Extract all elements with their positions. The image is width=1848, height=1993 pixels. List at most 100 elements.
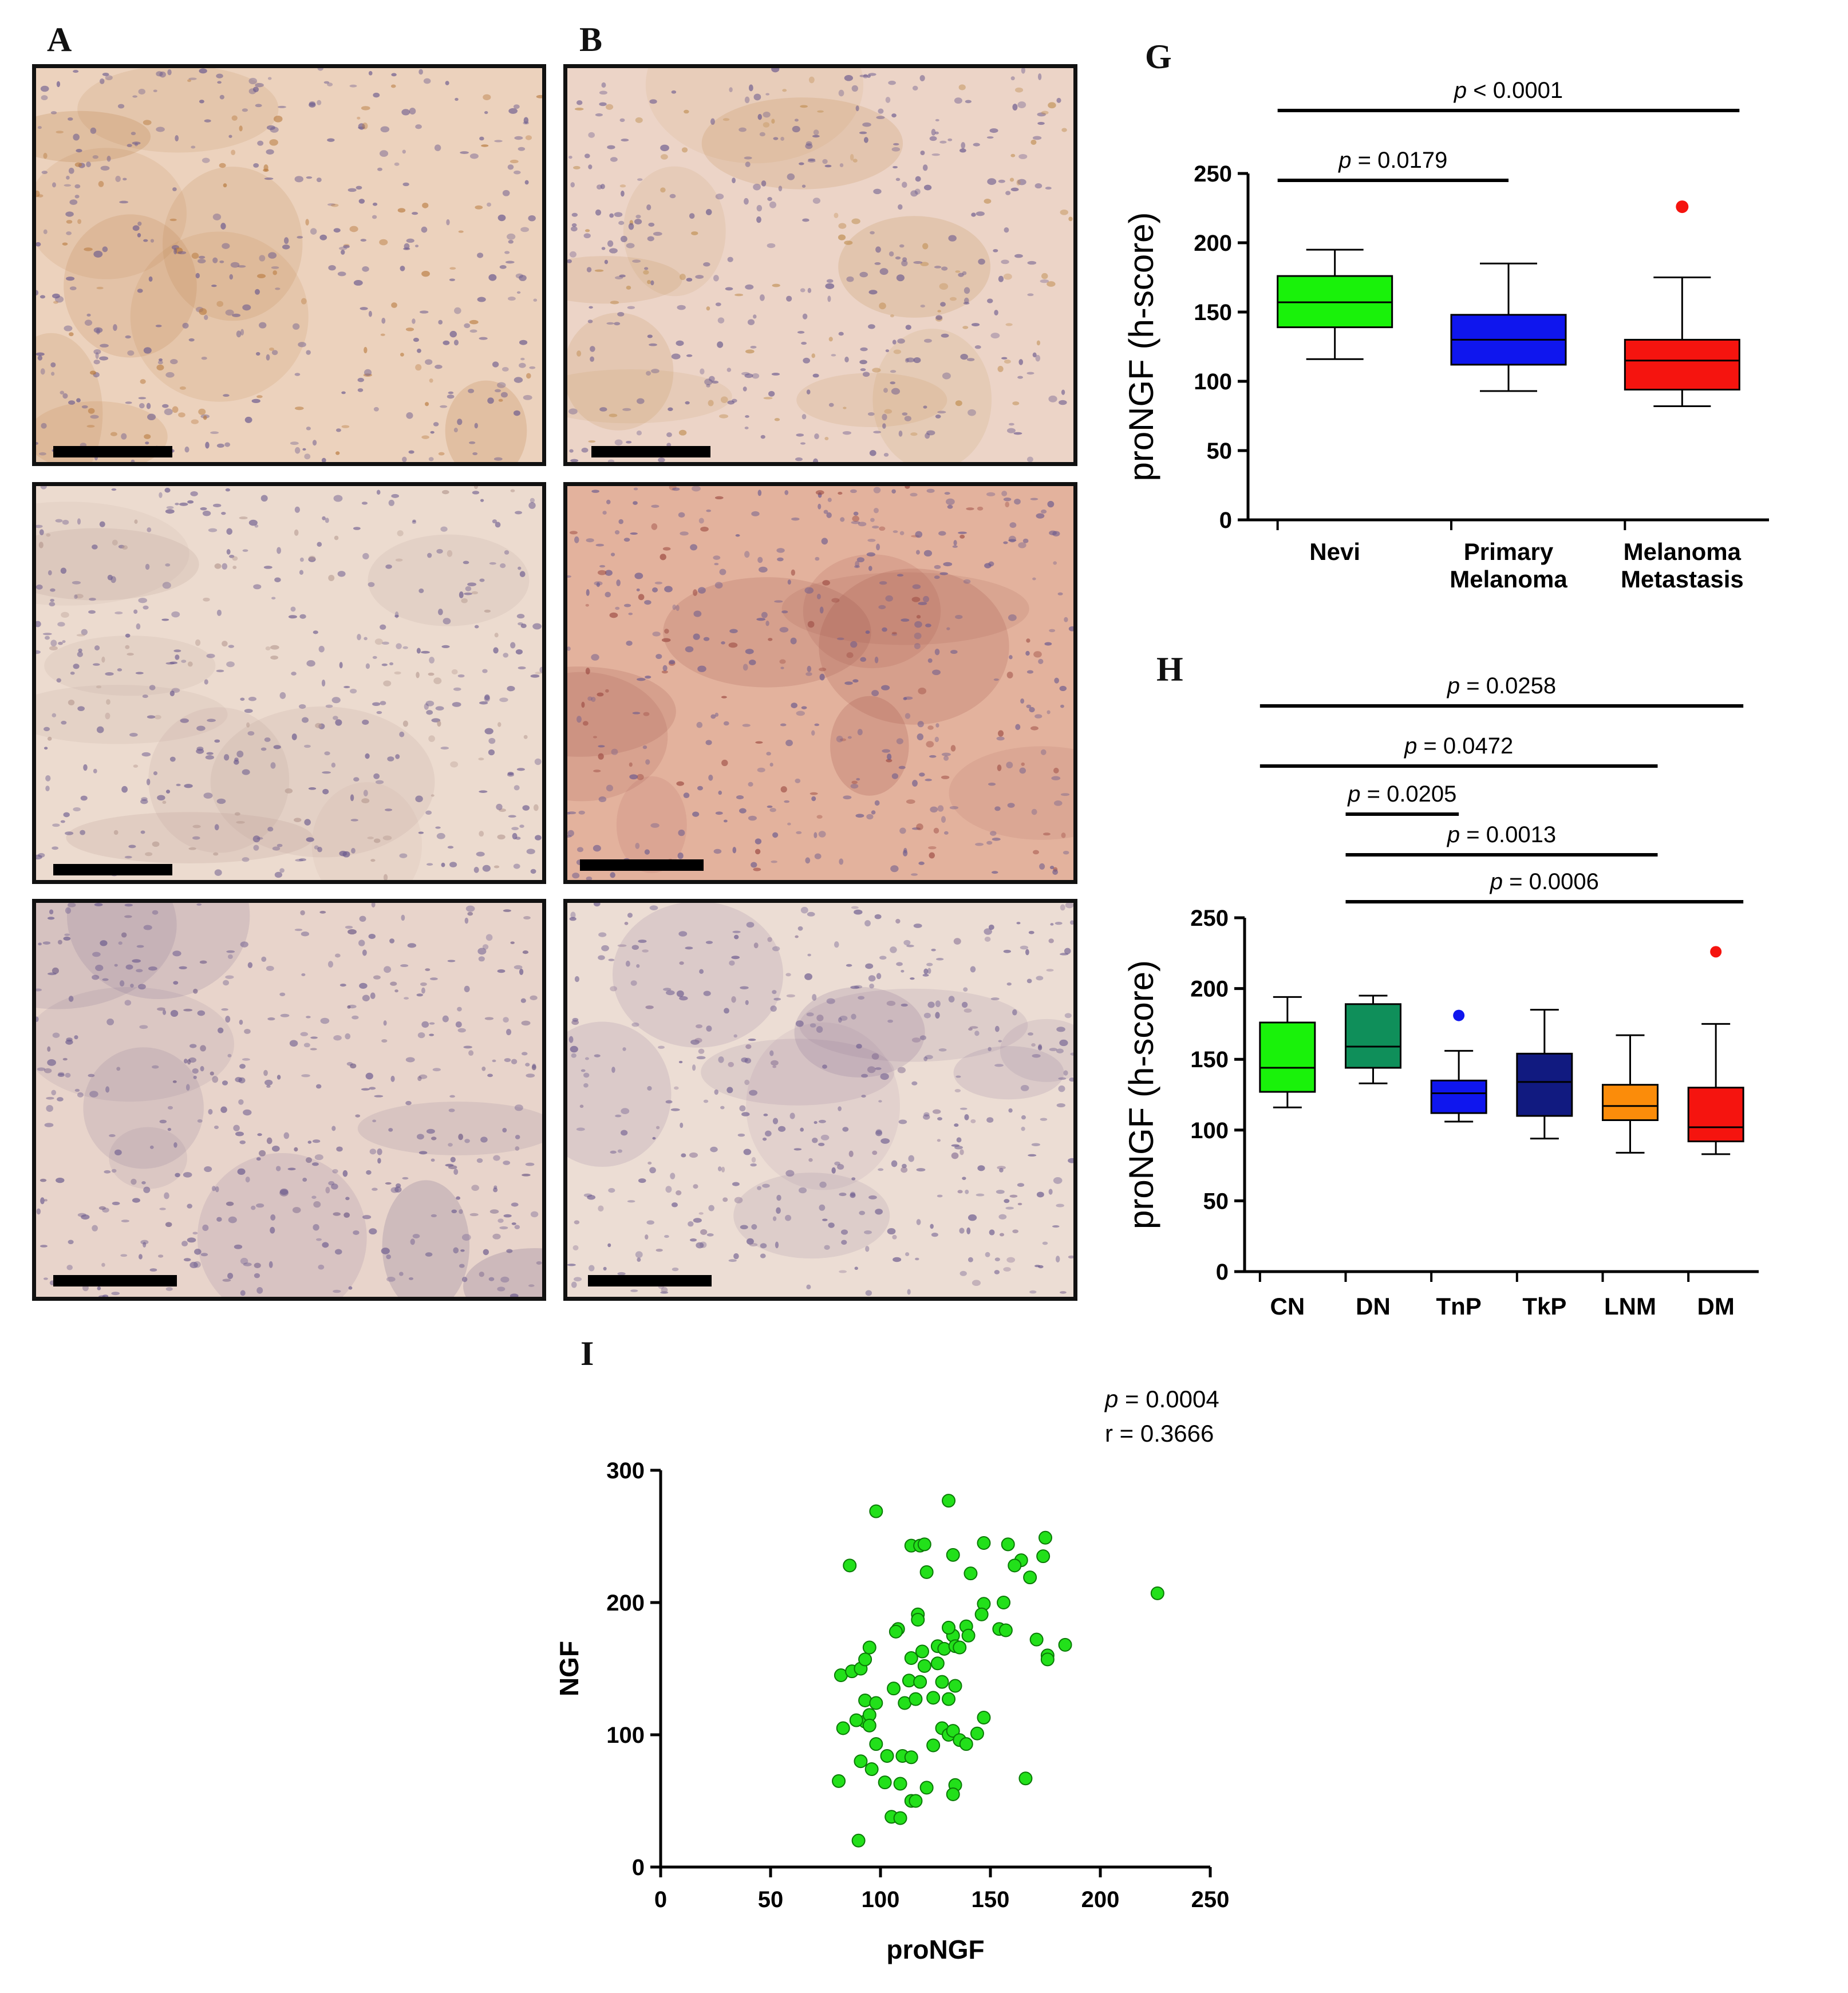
cell-nucleus <box>819 673 825 681</box>
cell-nucleus <box>219 260 224 263</box>
cell-nucleus <box>780 666 784 669</box>
cell-nucleus <box>316 177 322 183</box>
cell-nucleus <box>77 1213 86 1217</box>
cell-nucleus <box>818 831 826 838</box>
cell-nucleus <box>106 1018 114 1025</box>
cell-nucleus <box>741 372 750 376</box>
cell-nucleus <box>918 861 925 865</box>
cell-nucleus <box>345 1033 351 1040</box>
cell-nucleus <box>753 93 761 101</box>
cell-nucleus <box>954 97 962 104</box>
cell-nucleus <box>468 389 475 393</box>
cell-nucleus <box>828 337 833 342</box>
cell-nucleus <box>271 1145 280 1152</box>
cell-nucleus <box>917 721 924 728</box>
cell-nucleus <box>328 1181 335 1186</box>
cell-nucleus <box>568 1036 574 1043</box>
cell-nucleus <box>1004 359 1011 364</box>
cell-nucleus <box>44 636 50 640</box>
cell-nucleus <box>627 1200 635 1203</box>
cell-nucleus <box>206 653 215 658</box>
cell-nucleus <box>1022 538 1029 543</box>
cell-nucleus <box>1026 670 1034 674</box>
cell-nucleus <box>795 457 803 461</box>
cell-nucleus <box>988 924 994 930</box>
cell-nucleus <box>941 266 948 271</box>
cell-nucleus <box>191 252 199 259</box>
cell-nucleus <box>993 678 1000 681</box>
y-tick-label: 150 <box>1194 300 1232 325</box>
panel-label-a: A <box>47 21 72 58</box>
cell-nucleus <box>652 1136 656 1140</box>
y-tick-label: 50 <box>1207 439 1233 464</box>
cell-nucleus <box>368 310 372 317</box>
cell-nucleus <box>594 269 604 272</box>
cell-nucleus <box>415 364 422 371</box>
cell-nucleus <box>1018 542 1026 548</box>
cell-nucleus <box>270 1214 276 1221</box>
cell-nucleus <box>143 347 152 354</box>
cell-nucleus <box>888 80 896 85</box>
cell-nucleus <box>258 1150 266 1157</box>
cell-nucleus <box>301 931 310 937</box>
cell-nucleus <box>696 721 703 728</box>
tissue-region <box>613 903 783 1048</box>
cell-nucleus <box>661 638 671 642</box>
cell-nucleus <box>373 407 379 412</box>
cell-nucleus <box>266 1085 271 1088</box>
cell-nucleus <box>688 1221 694 1227</box>
cell-nucleus <box>1016 922 1021 925</box>
cell-nucleus <box>948 996 955 1003</box>
cell-nucleus <box>943 755 949 761</box>
scatter-point <box>942 1692 956 1706</box>
cell-nucleus <box>252 86 259 93</box>
cell-nucleus <box>200 1045 206 1052</box>
cell-nucleus <box>851 1177 856 1181</box>
tissue-region <box>794 986 925 1078</box>
cell-nucleus <box>636 964 640 968</box>
cell-nucleus <box>935 1000 941 1008</box>
scatter-point <box>862 1718 876 1732</box>
cell-nucleus <box>606 499 611 504</box>
scatter-point <box>862 1640 876 1655</box>
micrograph-f-texture <box>567 903 1073 1297</box>
scatter-point <box>917 1537 931 1552</box>
cell-nucleus <box>294 373 301 376</box>
cell-nucleus <box>306 1157 312 1163</box>
cell-nucleus <box>869 983 874 989</box>
tissue-region <box>567 666 676 757</box>
cell-nucleus <box>816 594 821 599</box>
cell-nucleus <box>570 911 576 919</box>
cell-nucleus <box>605 570 613 576</box>
cell-nucleus <box>114 1149 122 1156</box>
cell-nucleus <box>733 1253 739 1260</box>
cell-nucleus <box>52 1032 60 1038</box>
cell-nucleus <box>1048 395 1057 402</box>
cell-nucleus <box>706 1025 712 1032</box>
cell-nucleus <box>913 357 921 364</box>
cell-nucleus <box>474 625 479 629</box>
cell-nucleus <box>887 1019 894 1023</box>
cell-nucleus <box>569 251 576 258</box>
cell-nucleus <box>242 857 250 862</box>
y-tick-label: 200 <box>1194 231 1232 256</box>
cell-nucleus <box>1037 1045 1043 1051</box>
cell-nucleus <box>986 1117 994 1123</box>
cell-nucleus <box>464 985 470 993</box>
cell-nucleus <box>745 1000 749 1005</box>
scatter-point <box>977 1536 991 1550</box>
cell-nucleus <box>1019 767 1026 774</box>
cell-nucleus <box>769 1050 774 1056</box>
cell-nucleus <box>637 1257 641 1262</box>
cell-nucleus <box>1021 1126 1025 1131</box>
cell-nucleus <box>772 990 777 994</box>
cell-nucleus <box>364 346 368 354</box>
cell-nucleus <box>383 874 388 880</box>
cell-nucleus <box>242 549 248 552</box>
cell-nucleus <box>806 1284 811 1290</box>
cell-nucleus <box>477 948 487 955</box>
cell-nucleus <box>910 977 915 980</box>
cell-nucleus <box>343 686 350 689</box>
cell-nucleus <box>270 645 279 650</box>
cell-nucleus <box>291 672 297 676</box>
